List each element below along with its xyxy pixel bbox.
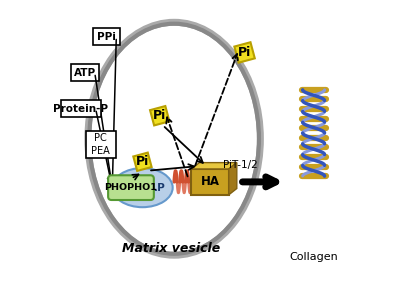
Text: PiT-1/2: PiT-1/2 xyxy=(223,160,258,170)
Text: ATP: ATP xyxy=(74,68,96,78)
Polygon shape xyxy=(133,153,152,171)
Text: TNSALP: TNSALP xyxy=(120,183,165,193)
Text: PC
PEA: PC PEA xyxy=(91,133,110,156)
Text: Protein-P: Protein-P xyxy=(53,103,108,114)
Text: PPi: PPi xyxy=(97,32,116,42)
FancyBboxPatch shape xyxy=(86,131,116,158)
FancyBboxPatch shape xyxy=(60,100,101,117)
Polygon shape xyxy=(229,163,237,195)
Text: Pi: Pi xyxy=(153,109,166,122)
Text: PHOPHO1: PHOPHO1 xyxy=(104,183,158,192)
Text: Pi: Pi xyxy=(238,46,251,59)
Text: HA: HA xyxy=(200,175,220,188)
Polygon shape xyxy=(150,106,170,125)
Ellipse shape xyxy=(112,168,173,207)
Polygon shape xyxy=(191,169,229,195)
Text: Matrix vesicle: Matrix vesicle xyxy=(122,242,220,255)
Polygon shape xyxy=(234,42,255,63)
Text: Collagen: Collagen xyxy=(289,252,338,262)
FancyBboxPatch shape xyxy=(93,28,120,45)
FancyBboxPatch shape xyxy=(71,64,99,81)
Polygon shape xyxy=(191,163,237,169)
FancyBboxPatch shape xyxy=(108,175,154,200)
Text: Pi: Pi xyxy=(136,155,149,168)
